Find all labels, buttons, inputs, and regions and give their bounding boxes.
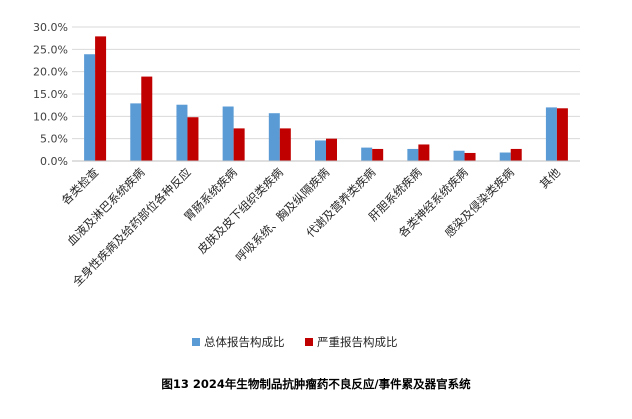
bar-series1-3 <box>222 106 234 161</box>
bar-series2-8 <box>464 152 476 161</box>
x-category-label: 皮肤及皮下组织类疾病 <box>195 165 287 257</box>
bar-series2-3 <box>233 128 245 161</box>
bar-series2-1 <box>141 76 153 161</box>
figure-caption: 图13 2024年生物制品抗肿瘤药不良反应/事件累及器官系统 <box>161 377 471 391</box>
bar-series2-0 <box>95 36 107 161</box>
x-category-label: 其他 <box>537 165 564 192</box>
legend-swatch-series1 <box>192 338 200 346</box>
bar-series1-4 <box>268 113 280 161</box>
bar-series2-9 <box>510 148 522 161</box>
bar-series1-9 <box>499 152 511 161</box>
y-tick-label: 20.0% <box>33 66 68 79</box>
y-tick-label: 25.0% <box>33 43 68 56</box>
legend-swatch-series2 <box>305 338 313 346</box>
bar-series2-4 <box>279 128 291 161</box>
bar-series2-6 <box>372 148 384 161</box>
bars <box>84 36 568 161</box>
x-axis-category-labels: 各类检查血液及淋巴系统疾病全身性疾病及给药部位各种反应胃肠系统疾病皮肤及皮下组织… <box>59 165 564 289</box>
y-tick-label: 15.0% <box>33 88 68 101</box>
bar-series2-2 <box>187 117 199 161</box>
bar-series1-1 <box>130 103 142 161</box>
bar-series1-6 <box>361 147 373 161</box>
bar-series1-0 <box>84 54 96 161</box>
x-category-label: 血液及淋巴系统疾病 <box>64 165 147 248</box>
legend-label-series1: 总体报告构成比 <box>204 335 285 349</box>
legend-label-series2: 严重报告构成比 <box>317 335 398 349</box>
y-tick-label: 10.0% <box>33 110 68 123</box>
legend: 总体报告构成比 严重报告构成比 <box>192 335 398 349</box>
bar-series2-5 <box>326 138 337 161</box>
bar-series2-7 <box>418 144 430 161</box>
y-axis-ticks: 0.0% 5.0% 10.0% 15.0% 20.0% 25.0% 30.0% <box>33 21 68 168</box>
gridlines <box>72 26 580 140</box>
y-tick-label: 5.0% <box>40 133 68 146</box>
y-tick-label: 30.0% <box>33 21 68 34</box>
bar-series1-7 <box>407 148 419 161</box>
y-tick-label: 0.0% <box>40 155 68 168</box>
bar-series1-2 <box>176 104 188 161</box>
bar-series1-8 <box>453 150 465 161</box>
x-category-label: 各类检查 <box>59 165 102 208</box>
bar-series1-10 <box>545 107 557 161</box>
bar-series2-10 <box>556 108 568 161</box>
bar-series1-5 <box>315 140 326 161</box>
